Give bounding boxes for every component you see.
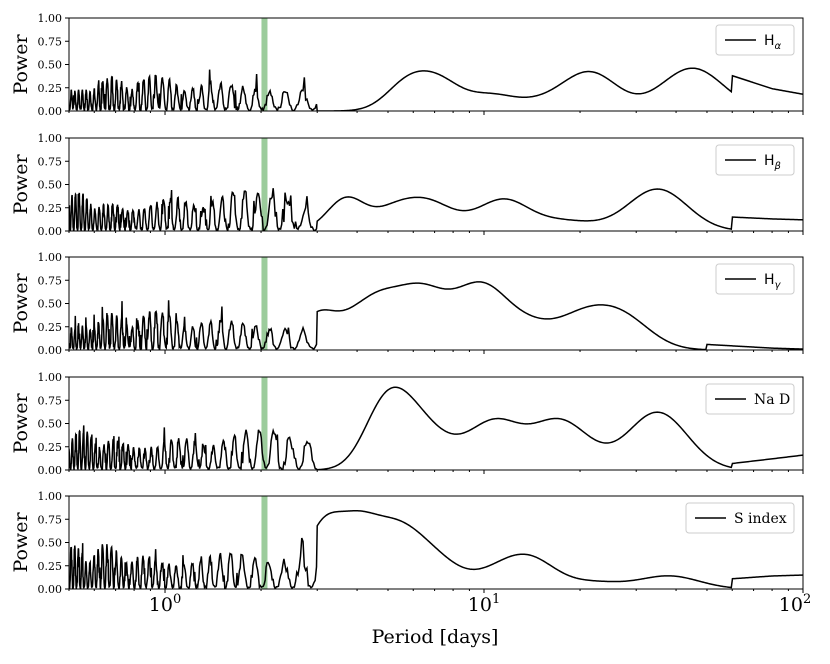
x-axis-label: Period [days] bbox=[372, 626, 499, 648]
series-line bbox=[69, 188, 803, 231]
panel-3: 0.00 0.25 0.50 0.75 1.00 Power Hγ bbox=[10, 251, 804, 357]
y-tick-label: 0.75 bbox=[38, 513, 63, 526]
y-axis-label: Power bbox=[10, 393, 32, 454]
y-tick-label: 0.50 bbox=[38, 418, 63, 431]
legend-label: S index bbox=[734, 511, 787, 527]
y-tick-label: 0.00 bbox=[38, 583, 63, 596]
highlight-band bbox=[261, 138, 268, 231]
legend-label: Hβ bbox=[764, 153, 782, 172]
panel-5: 0.00 0.25 0.50 0.75 1.00 Power S index bbox=[10, 490, 804, 596]
panel-1: 0.00 0.25 0.50 0.75 1.00 Power Hα bbox=[10, 12, 804, 118]
legend-label: Hα bbox=[764, 33, 782, 52]
highlight-band bbox=[261, 496, 268, 589]
y-axis-label: Power bbox=[10, 273, 32, 334]
x-tick-label: 101 bbox=[468, 592, 500, 616]
legend-label: Na D bbox=[754, 392, 790, 408]
axes-frame bbox=[68, 17, 804, 112]
y-tick-label: 1.00 bbox=[38, 12, 63, 25]
highlight-band bbox=[261, 257, 268, 350]
y-tick-label: 0.00 bbox=[38, 105, 63, 118]
y-tick-label: 1.00 bbox=[38, 251, 63, 264]
y-tick-label: 0.25 bbox=[38, 202, 63, 215]
y-axis-label: Power bbox=[10, 154, 32, 215]
legend-box bbox=[685, 502, 795, 534]
y-tick-label: 0.50 bbox=[38, 59, 63, 72]
y-tick-label: 1.00 bbox=[38, 371, 63, 384]
y-tick-label: 0.75 bbox=[38, 155, 63, 168]
y-tick-label: 0.75 bbox=[38, 35, 63, 48]
y-tick-label: 0.00 bbox=[38, 464, 63, 477]
series-line bbox=[69, 509, 803, 589]
panel-2: 0.00 0.25 0.50 0.75 1.00 Power Hβ bbox=[10, 132, 804, 238]
y-tick-label: 0.50 bbox=[38, 537, 63, 550]
legend-box bbox=[705, 383, 795, 415]
y-tick-label: 0.75 bbox=[38, 274, 63, 287]
y-tick-label: 0.50 bbox=[38, 179, 63, 192]
y-tick-label: 1.00 bbox=[38, 490, 63, 503]
series-line bbox=[69, 281, 803, 350]
y-tick-label: 0.00 bbox=[38, 225, 63, 238]
panel-4: 0.00 0.25 0.50 0.75 1.00 Power Na D bbox=[10, 371, 804, 477]
y-axis-label: Power bbox=[10, 512, 32, 573]
y-tick-label: 1.00 bbox=[38, 132, 63, 145]
legend: S index bbox=[685, 502, 795, 534]
legend: Na D bbox=[705, 383, 795, 415]
highlight-band bbox=[261, 377, 268, 470]
highlight-band bbox=[261, 18, 268, 111]
x-tick-label: 100 bbox=[149, 592, 181, 616]
y-tick-label: 0.00 bbox=[38, 344, 63, 357]
y-axis-label: Power bbox=[10, 34, 32, 95]
x-axis: 100 101 102 bbox=[149, 592, 811, 616]
y-tick-label: 0.50 bbox=[38, 298, 63, 311]
legend-label: Hγ bbox=[764, 272, 782, 291]
legend: Hα bbox=[715, 24, 795, 56]
series-line bbox=[69, 386, 803, 470]
y-tick-label: 0.25 bbox=[38, 441, 63, 454]
series-line bbox=[69, 67, 803, 111]
y-tick-label: 0.25 bbox=[38, 560, 63, 573]
x-tick-label: 102 bbox=[779, 592, 811, 616]
legend: Hγ bbox=[715, 263, 795, 295]
legend: Hβ bbox=[715, 144, 795, 176]
y-tick-label: 0.25 bbox=[38, 82, 63, 95]
y-tick-label: 0.25 bbox=[38, 321, 63, 334]
y-tick-label: 0.75 bbox=[38, 394, 63, 407]
